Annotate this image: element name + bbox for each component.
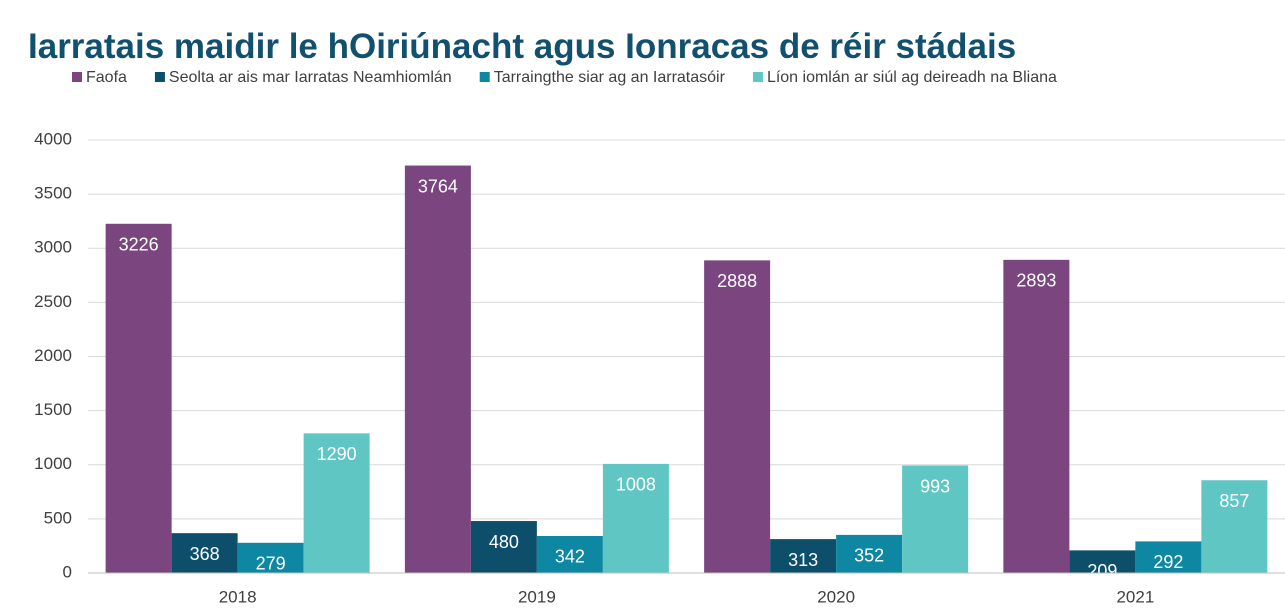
legend-label: Líon iomlán ar siúl ag deireadh na Blian… xyxy=(767,69,1057,86)
bar xyxy=(836,534,903,573)
data-label: 993 xyxy=(920,476,950,496)
x-tick-label: 2021 xyxy=(1116,587,1154,606)
data-label: 209 xyxy=(1087,561,1117,581)
data-label: 292 xyxy=(1153,552,1183,572)
bar xyxy=(704,260,771,573)
bar xyxy=(404,165,471,573)
legend-swatch xyxy=(154,72,165,82)
y-tick-label: 500 xyxy=(44,508,72,527)
data-label: 2888 xyxy=(717,271,757,291)
data-label: 313 xyxy=(788,550,818,570)
bar xyxy=(602,463,669,573)
bar xyxy=(1003,259,1070,573)
legend-swatch xyxy=(72,72,82,82)
data-label: 857 xyxy=(1219,491,1249,511)
data-label: 3226 xyxy=(119,235,159,255)
x-tick-label: 2018 xyxy=(219,587,257,606)
bar xyxy=(303,433,370,573)
chart-title: Iarratais maidir le hOiriúnacht agus Ion… xyxy=(28,27,1016,66)
bar xyxy=(237,542,304,573)
legend-swatch xyxy=(479,72,490,82)
bar xyxy=(1201,480,1268,573)
data-label: 1290 xyxy=(317,444,357,464)
data-label: 368 xyxy=(190,544,220,564)
x-tick-label: 2020 xyxy=(817,587,855,606)
data-label: 480 xyxy=(489,532,519,552)
bar xyxy=(105,223,172,573)
data-label: 2893 xyxy=(1016,271,1056,291)
y-tick-label: 3000 xyxy=(34,238,72,257)
bar xyxy=(1135,541,1202,573)
legend-label: Tarraingthe siar ag an Iarratasóir xyxy=(494,69,726,86)
bar xyxy=(536,535,603,573)
data-label: 279 xyxy=(256,554,286,574)
data-label: 1008 xyxy=(616,475,656,495)
bar xyxy=(171,533,238,573)
data-label: 342 xyxy=(555,547,585,567)
y-tick-label: 2000 xyxy=(34,346,72,365)
x-tick-label: 2019 xyxy=(518,587,556,606)
legend-label: Seolta ar ais mar Iarratas Neamhiomlán xyxy=(169,69,452,86)
legend-label: Faofa xyxy=(86,69,127,86)
bar xyxy=(902,465,969,573)
y-tick-label: 1000 xyxy=(34,454,72,473)
data-label: 352 xyxy=(854,546,884,566)
bar xyxy=(470,521,537,573)
bar xyxy=(770,539,837,573)
legend-swatch xyxy=(752,72,763,82)
y-tick-label: 0 xyxy=(63,562,72,581)
y-tick-label: 4000 xyxy=(34,129,72,148)
y-tick-label: 3500 xyxy=(34,184,72,203)
y-tick-label: 2500 xyxy=(34,292,72,311)
data-label: 3764 xyxy=(418,176,458,196)
bar xyxy=(1069,550,1136,573)
y-tick-label: 1500 xyxy=(34,400,72,419)
